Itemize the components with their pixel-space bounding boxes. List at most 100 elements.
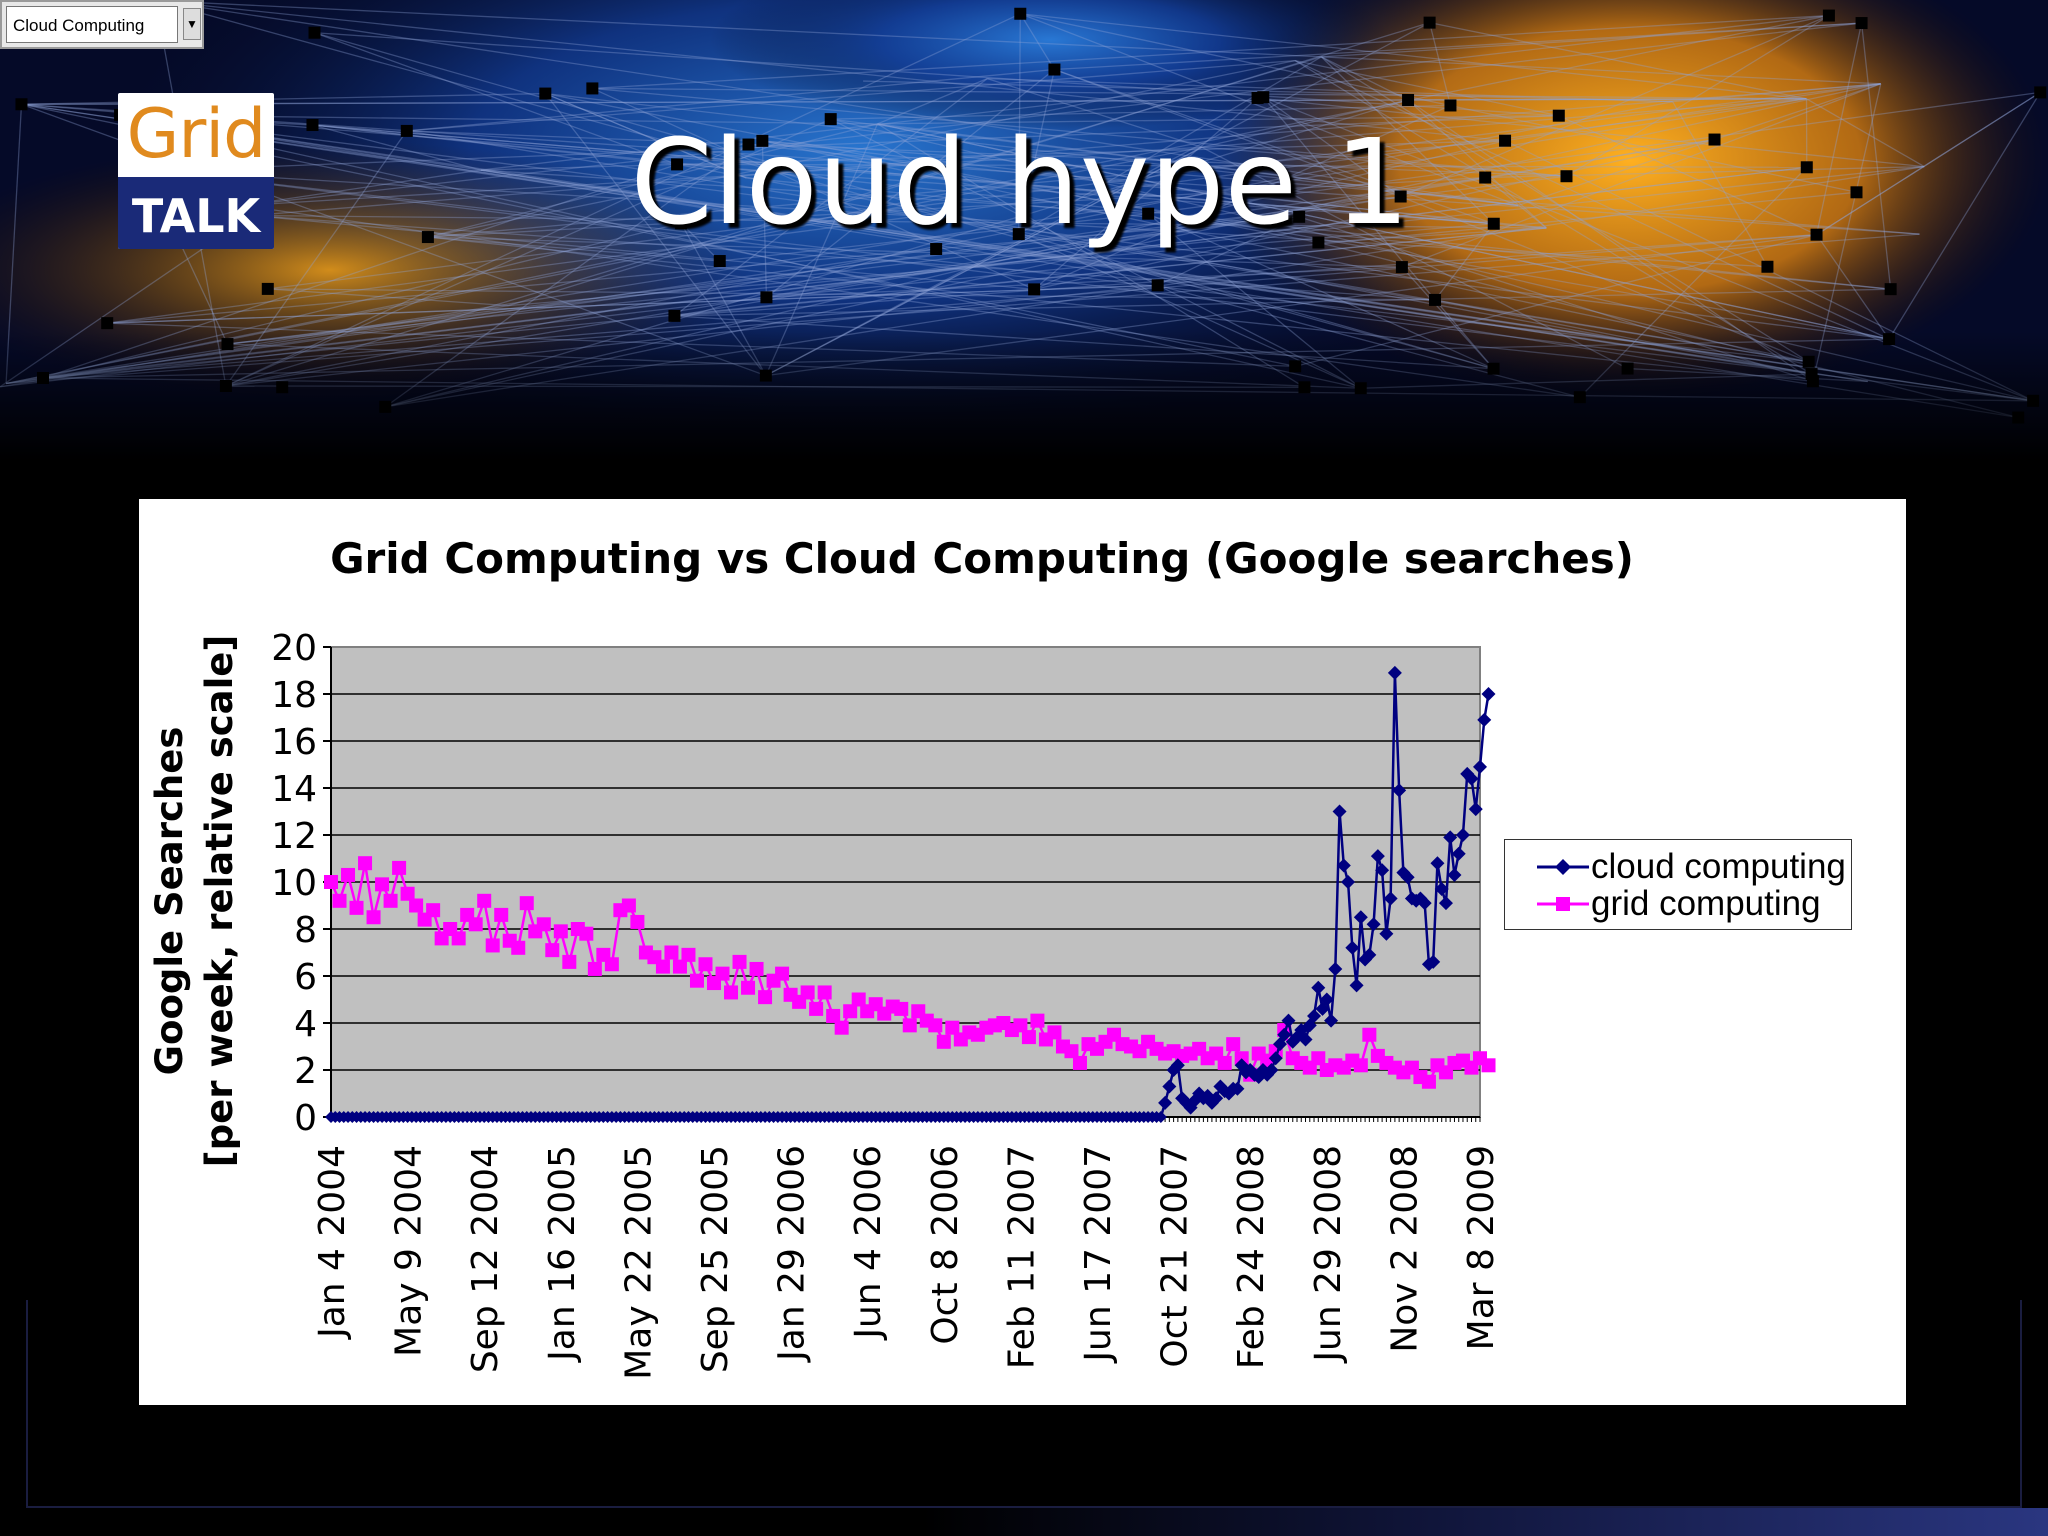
data-point: [468, 917, 483, 932]
data-point: [1345, 940, 1360, 955]
data-point: [681, 947, 696, 962]
data-point: [1328, 961, 1343, 976]
data-point: [715, 966, 730, 981]
data-point: [1013, 1018, 1028, 1033]
font-dropdown-field[interactable]: Cloud Computing: [6, 6, 178, 43]
data-point: [604, 957, 619, 972]
data-point: [621, 898, 636, 913]
data-point: [341, 867, 356, 882]
legend-swatch-grid: [1537, 897, 1589, 911]
x-tick-label: Mar 8 2009: [1461, 1145, 1502, 1350]
chart-container: Grid Computing vs Cloud Computing (Googl…: [139, 499, 1906, 1405]
y-tick-label: 8: [294, 910, 317, 951]
data-point: [749, 961, 764, 976]
legend-label-cloud: cloud computing: [1591, 847, 1846, 886]
data-point: [553, 924, 568, 939]
legend-swatch-cloud: [1537, 859, 1589, 875]
data-point: [1481, 1058, 1496, 1073]
data-point: [400, 886, 415, 901]
data-point: [511, 940, 526, 955]
gridtalk-logo: Grid TALK: [118, 93, 274, 249]
y-tick-label: 4: [294, 1004, 317, 1045]
data-point: [1319, 992, 1334, 1007]
data-point: [1021, 1030, 1036, 1045]
data-point: [1353, 1058, 1368, 1073]
data-point: [1341, 875, 1356, 889]
data-point: [1400, 870, 1415, 885]
font-dropdown[interactable]: Cloud Computing ▼: [0, 0, 204, 49]
data-point: [1154, 1111, 1167, 1123]
data-point: [1434, 882, 1449, 897]
y-tick-label: 14: [271, 769, 317, 810]
x-tick-label: Jun 4 2006: [848, 1145, 889, 1341]
x-tick-label: Oct 21 2007: [1155, 1145, 1196, 1368]
data-point: [579, 926, 594, 941]
data-point: [945, 1020, 960, 1035]
x-tick-label: Sep 12 2004: [465, 1145, 506, 1373]
data-point: [1260, 1067, 1275, 1082]
data-point: [655, 959, 670, 974]
x-tick-label: Feb 24 2008: [1231, 1145, 1272, 1369]
data-point: [494, 907, 509, 922]
data-point: [936, 1034, 951, 1049]
legend: cloud computing grid computing: [1504, 839, 1852, 930]
data-point: [630, 914, 645, 929]
data-point: [1443, 830, 1458, 845]
data-point: [1379, 926, 1394, 941]
y-tick-label: 2: [294, 1051, 317, 1092]
data-point: [1349, 978, 1364, 993]
data-point: [383, 893, 398, 908]
y-tick-label: 12: [271, 816, 317, 857]
y-tick-label: 10: [271, 863, 317, 904]
y-tick-label: 18: [271, 675, 317, 716]
data-point: [451, 931, 466, 946]
data-point: [1030, 1013, 1045, 1028]
x-tick-label: Jan 4 2004: [312, 1145, 353, 1340]
data-point: [1307, 1008, 1322, 1023]
slide-title: Cloud hype 1: [630, 113, 1410, 251]
data-point: [1226, 1037, 1241, 1052]
series-grid-computing: [324, 856, 1496, 1089]
data-point: [1324, 1013, 1339, 1028]
data-point: [1332, 804, 1347, 819]
data-point: [1426, 954, 1441, 969]
x-tick-label: May 9 2004: [389, 1145, 430, 1357]
data-point: [1438, 896, 1453, 911]
data-point: [349, 900, 364, 915]
chevron-down-icon[interactable]: ▼: [183, 8, 201, 40]
data-point: [732, 954, 747, 969]
data-point: [826, 1008, 841, 1023]
data-point: [1481, 687, 1496, 701]
data-point: [1417, 896, 1432, 911]
data-point: [894, 1001, 909, 1016]
data-point: [545, 943, 560, 958]
data-point: [834, 1020, 849, 1035]
data-point: [1281, 1013, 1296, 1028]
data-point: [1217, 1055, 1232, 1070]
bottom-strip: [0, 1508, 2048, 1536]
data-point: [1447, 867, 1462, 882]
x-tick-label: Nov 2 2008: [1384, 1145, 1425, 1353]
data-point: [1162, 1079, 1177, 1094]
data-point: [587, 961, 602, 976]
data-point: [672, 959, 687, 974]
data-point: [1047, 1025, 1062, 1040]
slide-frame: [26, 1300, 2022, 1508]
line-chart: Grid Computing vs Cloud Computing (Googl…: [148, 534, 1634, 1380]
logo-talk-text: TALK: [131, 189, 261, 243]
data-point: [664, 945, 679, 960]
x-tick-label: Oct 8 2006: [925, 1145, 966, 1345]
data-point: [536, 917, 551, 932]
x-tick-label: Jun 17 2007: [1078, 1145, 1119, 1364]
x-tick-label: Feb 11 2007: [1001, 1145, 1042, 1369]
chart-title: Grid Computing vs Cloud Computing (Googl…: [330, 534, 1634, 583]
data-point: [689, 973, 704, 988]
data-point: [1383, 891, 1398, 906]
data-point: [1468, 802, 1483, 817]
data-point: [1362, 947, 1377, 962]
data-point: [1209, 1091, 1224, 1106]
logo-band: [118, 177, 274, 249]
data-point: [1375, 863, 1390, 878]
